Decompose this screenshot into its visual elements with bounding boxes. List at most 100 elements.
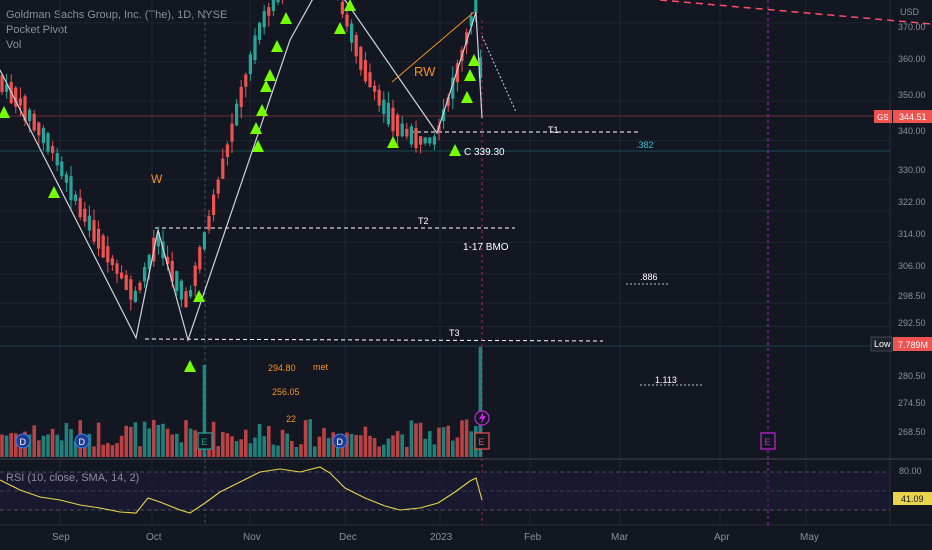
price-tick: 292.50 [898, 318, 926, 328]
candle-body [350, 23, 354, 43]
volume-bar [138, 446, 142, 457]
candle-body [253, 35, 257, 61]
candle-body [400, 123, 404, 137]
dividend-marker-label: D [20, 437, 27, 447]
pivot-triangle [193, 290, 205, 302]
volume-bar [170, 434, 174, 457]
candle-body [37, 122, 41, 136]
candle-body [23, 96, 27, 121]
candle-body [133, 290, 137, 302]
candle-body [143, 267, 147, 282]
current-price-value-bg [893, 110, 932, 123]
earnings-marker [760, 432, 776, 450]
volume-bar [188, 428, 193, 457]
pivot-triangle [0, 106, 10, 118]
candle-body [92, 220, 96, 242]
volume-bar [101, 444, 105, 457]
volume-bar [400, 434, 404, 457]
volume-bar [308, 419, 312, 457]
indicator-volume[interactable]: Vol [6, 39, 22, 51]
pivot-triangle [264, 69, 276, 81]
volume-bar [460, 420, 464, 457]
volume-bar [294, 446, 299, 457]
candle-body [110, 258, 114, 266]
event-markers: D D DE E E [15, 410, 776, 450]
candle-body [373, 85, 377, 92]
volume-bar [428, 431, 432, 457]
earnings-note: 1-17 BMO [463, 242, 509, 253]
candle-body [179, 280, 183, 300]
zigzag-pattern [0, 0, 517, 343]
volume-bar [441, 427, 446, 457]
candle-body [216, 179, 220, 194]
volume-bar [299, 444, 303, 457]
volume-bar [193, 430, 197, 457]
candle-body [230, 123, 234, 142]
indicator-pocket-pivot[interactable]: Pocket Pivot [6, 24, 68, 36]
candle-body [32, 113, 36, 131]
zigzag-line [0, 0, 483, 343]
candle-body [368, 72, 372, 88]
candle-body [198, 247, 202, 270]
candle-body [55, 153, 59, 166]
low-tag-label: Low [874, 339, 891, 349]
dividend-marker [15, 433, 31, 449]
candle-body [405, 128, 409, 137]
candle-body [78, 197, 82, 218]
volume-bar [234, 441, 239, 457]
candle-body [28, 109, 32, 122]
volume-bar [156, 424, 161, 457]
volume-bar [64, 422, 69, 457]
volume-bar [32, 425, 36, 457]
candle-body [207, 215, 211, 230]
candle-body [0, 75, 4, 93]
candle-body [46, 133, 50, 152]
volume-bar [133, 422, 138, 457]
time-tick: Sep [52, 532, 70, 543]
candle-body [101, 235, 105, 258]
volume-bar [129, 426, 133, 457]
volume-bar [340, 444, 345, 457]
candle-body [363, 60, 367, 82]
axes: 370.00 360.00 350.00 340.00 330.00 322.00 314.… [52, 22, 926, 543]
price-tick: 280.50 [898, 371, 926, 381]
candle-body [129, 279, 133, 300]
volume-bar [313, 446, 317, 457]
candle-body [340, 1, 344, 15]
candle-body [262, 11, 266, 28]
volume-bar [267, 425, 271, 457]
volume-bar [202, 365, 207, 457]
volume-bar [290, 440, 294, 457]
candle-body [83, 208, 87, 222]
candle-body [184, 291, 188, 308]
volume-bar [271, 444, 276, 457]
current-price-value: 344.51 [899, 112, 927, 122]
volume-bar [46, 434, 50, 457]
volume-bar [359, 435, 363, 457]
volume-bar [115, 443, 119, 457]
pocket-pivot-markers [0, 0, 480, 372]
candle-body [391, 107, 395, 132]
candle-body [189, 289, 193, 297]
price-tick: 306.00 [898, 261, 926, 271]
volume-bar [41, 435, 46, 457]
volume-bar [451, 440, 455, 457]
rsi-title[interactable]: RSI (10, close, SMA, 14, 2) [6, 472, 139, 484]
symbol-title[interactable]: Goldman Sachs Group, Inc. (The), 1D, NYS… [6, 9, 228, 21]
candle-body [60, 161, 64, 177]
volume-bar [405, 446, 409, 457]
candle-body [51, 146, 55, 153]
volume-bar [382, 444, 386, 457]
low-tag-bg [870, 336, 893, 352]
candle-body [409, 126, 413, 145]
time-tick: May [800, 532, 819, 543]
volume-bar [395, 430, 400, 457]
rsi-panel [0, 466, 890, 514]
candle-body [345, 14, 349, 27]
pivot-triangle [334, 22, 346, 34]
candle-body [423, 137, 427, 144]
time-tick: Nov [243, 532, 261, 543]
t3-label: T3 [449, 328, 460, 338]
